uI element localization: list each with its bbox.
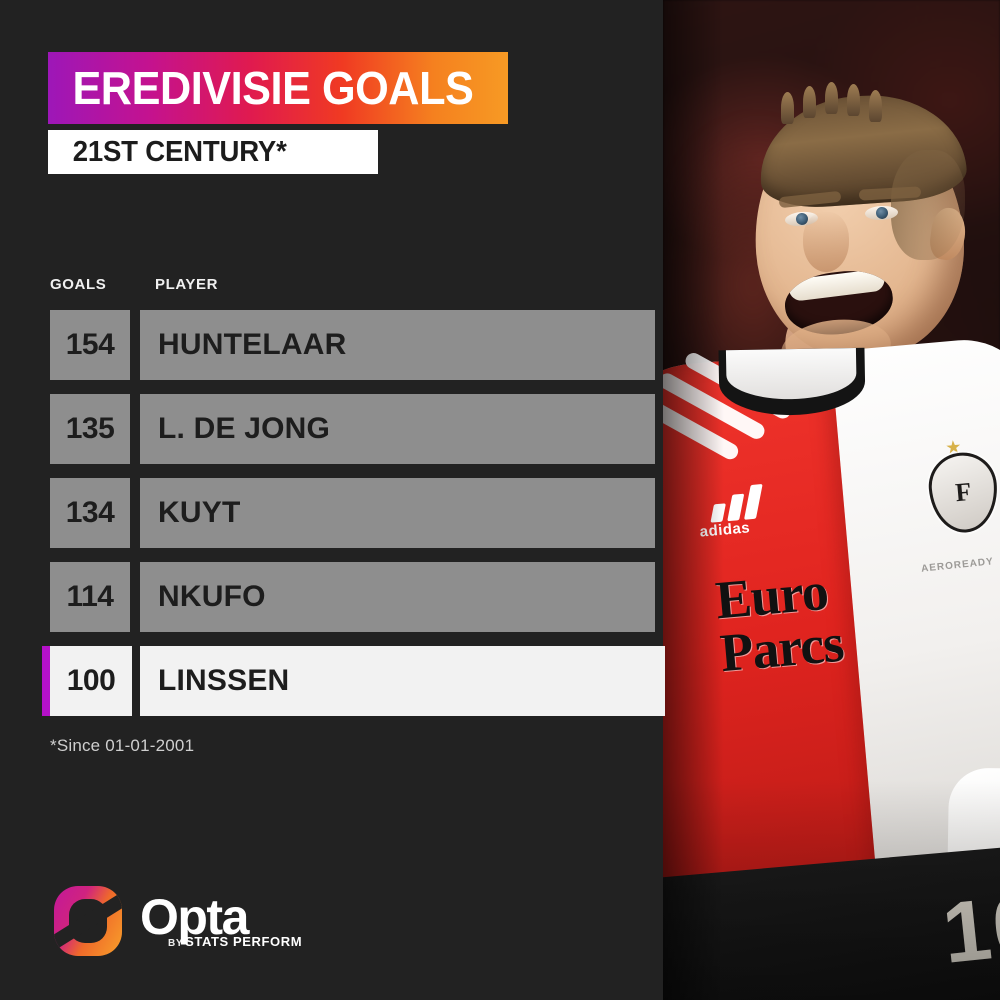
- opta-wordmark: Opta: [140, 889, 249, 945]
- opta-tagline: BY STATS PERFORM: [168, 934, 302, 949]
- footnote: *Since 01-01-2001: [50, 736, 195, 755]
- leaderboard-rows: 154 HUNTELAAR 135 L. DE JONG 134 KUYT 11…: [0, 310, 700, 730]
- row-player: KUYT: [140, 478, 655, 548]
- row-goals: 135: [50, 394, 130, 464]
- page-title: EREDIVISIE GOALS: [72, 62, 474, 114]
- column-header-player: PLAYER: [155, 276, 219, 293]
- table-row[interactable]: 134 KUYT: [0, 478, 700, 548]
- hair-fade: [891, 150, 965, 260]
- row-player: LINSSEN: [140, 646, 665, 716]
- page-subtitle: 21ST CENTURY*: [72, 135, 287, 168]
- row-goals: 114: [50, 562, 130, 632]
- player-jersey: adidas Euro Parcs ★ F: [663, 334, 1000, 1000]
- row-goals: 134: [50, 478, 130, 548]
- row-player: NKUFO: [140, 562, 655, 632]
- hair-spike: [803, 86, 816, 118]
- opta-logo: Opta BY STATS PERFORM: [54, 884, 354, 960]
- hair-spike: [781, 92, 794, 124]
- subtitle-banner: 21ST CENTURY*: [48, 130, 378, 174]
- hair-spike: [825, 82, 838, 114]
- row-accent-bar: [42, 646, 51, 716]
- table-row[interactable]: 135 L. DE JONG: [0, 394, 700, 464]
- table-row[interactable]: 114 NKUFO: [0, 562, 700, 632]
- column-header-goals: GOALS: [50, 276, 107, 293]
- title-banner: EREDIVISIE GOALS: [48, 52, 508, 124]
- table-row-highlighted[interactable]: 100 LINSSEN: [0, 646, 700, 716]
- row-player: HUNTELAAR: [140, 310, 655, 380]
- shorts-number: 10: [938, 876, 1000, 982]
- table-row[interactable]: 154 HUNTELAAR: [0, 310, 700, 380]
- tagline-by: BY: [168, 938, 184, 949]
- tagline-brand: STATS PERFORM: [185, 934, 303, 949]
- opta-mark-icon: [54, 886, 122, 956]
- row-goals: 154: [50, 310, 130, 380]
- hair-spike: [847, 84, 860, 116]
- hair-spike: [869, 90, 882, 122]
- player-photo: adidas Euro Parcs ★ F AEROREADY 10: [663, 0, 1000, 1000]
- row-goals: 100: [50, 646, 132, 716]
- player-nose: [803, 212, 849, 272]
- row-player: L. DE JONG: [140, 394, 655, 464]
